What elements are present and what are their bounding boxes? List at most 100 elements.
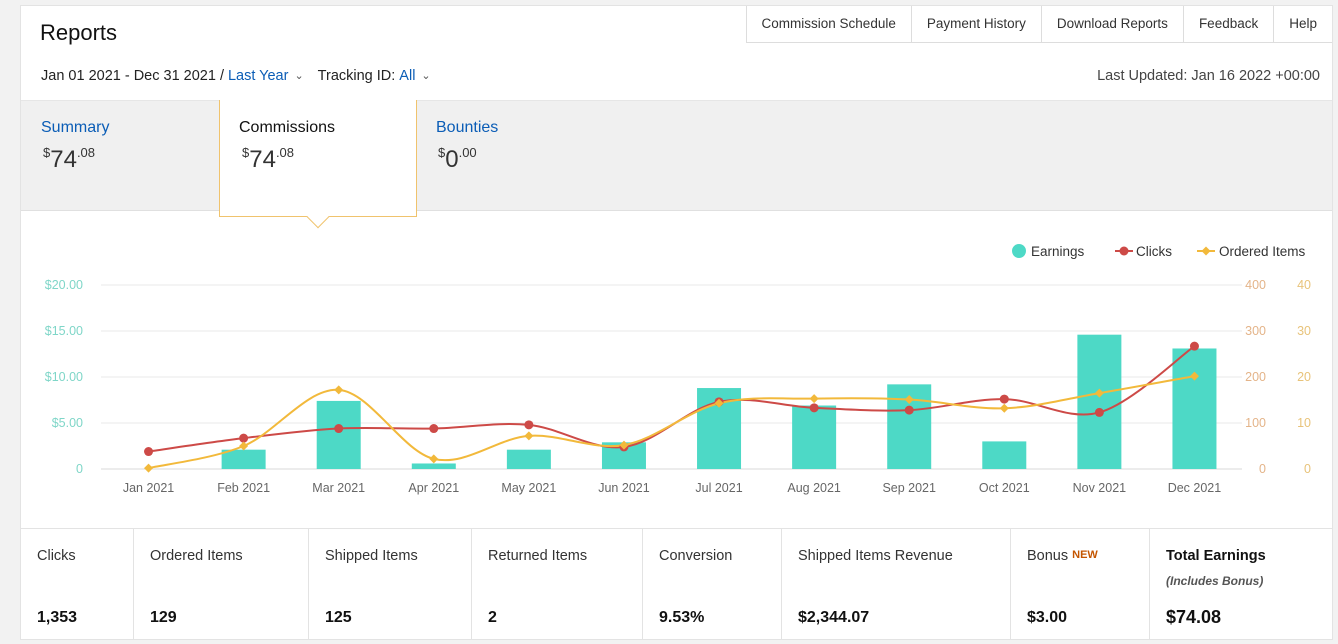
clicks-point: [809, 403, 819, 413]
stat-label: Clicks: [37, 548, 76, 564]
clicks-point: [144, 447, 154, 457]
report-tabs: Summary $74.08 Commissions $74.08 Bounti…: [21, 100, 1332, 229]
tracking-id-value: All: [399, 68, 416, 84]
right-axis-1-tick: 400: [1245, 278, 1266, 292]
left-axis-tick: $5.00: [52, 416, 83, 430]
earnings-bar: [316, 400, 361, 469]
x-axis-tick: Oct 2021: [979, 481, 1030, 495]
stat-conversion: Conversion 9.53%: [643, 529, 782, 640]
right-axis-1-tick: 0: [1259, 462, 1266, 476]
stat-label: Returned Items: [488, 548, 588, 564]
x-axis-tick: Jan 2021: [123, 481, 174, 495]
tab-commissions-amount: $74.08: [242, 145, 294, 174]
ordered-items-point: [429, 454, 439, 464]
stat-value: 2: [488, 609, 497, 626]
ordered-items-point: [239, 441, 249, 451]
clicks-point: [999, 394, 1009, 404]
right-axis-2-tick: 0: [1304, 462, 1311, 476]
stat-label: Shipped Items Revenue: [798, 548, 953, 564]
amount-whole: 0: [445, 146, 459, 173]
clicks-point: [1189, 341, 1199, 351]
stat-label: Ordered Items: [150, 548, 243, 564]
legend-clicks-label: Clicks: [1136, 244, 1172, 259]
clicks-point: [904, 405, 914, 415]
stat-shipped-items: Shipped Items 125: [309, 529, 472, 640]
stat-returned-items: Returned Items 2: [472, 529, 643, 640]
earnings-bar: [792, 405, 837, 469]
right-axis-1-tick: 100: [1245, 416, 1266, 430]
amount-cents: .08: [76, 145, 96, 160]
bonus-label: Bonus: [1027, 548, 1069, 564]
last-updated: Last Updated: Jan 16 2022 +00:00: [1097, 68, 1320, 84]
earnings-bar: [1172, 348, 1217, 469]
x-axis-tick: Apr 2021: [408, 481, 459, 495]
tracking-id-label: Tracking ID:: [317, 68, 396, 84]
right-axis-1-tick: 300: [1245, 324, 1266, 338]
stat-label: Shipped Items: [325, 548, 418, 564]
right-axis-2-tick: 40: [1297, 278, 1311, 292]
top-navigation: Commission Schedule Payment History Down…: [745, 6, 1332, 43]
earnings-bar: [221, 449, 266, 469]
ordered-items-point: [1094, 388, 1104, 398]
earnings-bar: [506, 449, 551, 469]
amount-cents: .08: [275, 145, 295, 160]
x-axis-tick: Jul 2021: [695, 481, 742, 495]
stat-sublabel: (Includes Bonus): [1166, 574, 1264, 588]
tab-summary[interactable]: Summary $74.08: [21, 101, 219, 212]
date-range: Jan 01 2021 - Dec 31 2021: [41, 68, 216, 84]
reports-panel: Reports Commission Schedule Payment Hist…: [20, 5, 1333, 640]
currency-symbol: $: [43, 145, 51, 160]
x-axis-tick: Sep 2021: [882, 481, 936, 495]
clicks-point: [524, 420, 534, 430]
payment-history-link[interactable]: Payment History: [911, 6, 1042, 42]
stat-label: Conversion: [659, 548, 733, 564]
tab-bounties[interactable]: Bounties $0.00: [417, 101, 615, 212]
commission-schedule-link[interactable]: Commission Schedule: [746, 6, 912, 42]
ordered-items-point: [1189, 371, 1199, 381]
tracking-id-dropdown[interactable]: All ⌄: [399, 68, 434, 84]
chevron-down-icon: ⌄: [294, 70, 304, 82]
stat-value: 9.53%: [659, 609, 705, 626]
left-axis-tick: $20.00: [45, 278, 83, 292]
download-reports-link[interactable]: Download Reports: [1041, 6, 1184, 42]
legend-ordered-icon: [1201, 246, 1211, 256]
legend-clicks-icon: [1119, 246, 1129, 256]
currency-symbol: $: [242, 145, 250, 160]
left-axis-tick: $15.00: [45, 324, 83, 338]
ordered-items-point: [714, 398, 724, 408]
left-axis-tick: $10.00: [45, 370, 83, 384]
x-axis-tick: Jun 2021: [598, 481, 649, 495]
feedback-link[interactable]: Feedback: [1183, 6, 1275, 42]
ordered-items-point: [619, 440, 629, 450]
stat-clicks: Clicks 1,353: [21, 529, 134, 640]
period-label: Last Year: [227, 68, 289, 84]
stat-bonus: Bonus NEW $3.00: [1011, 529, 1150, 640]
earnings-bar: [1077, 334, 1122, 469]
earnings-chart: 0 $5.00 $10.00 $15.00 $20.00 0 100 200 300 400 0 10…: [45, 244, 1311, 495]
right-axis-1-tick: 200: [1245, 370, 1266, 384]
right-axis-2-tick: 30: [1297, 324, 1311, 338]
ordered-items-point: [334, 385, 344, 395]
legend-earnings-label: Earnings: [1031, 244, 1085, 259]
help-link[interactable]: Help: [1274, 6, 1332, 42]
tab-bounties-label: Bounties: [436, 119, 499, 136]
x-axis-tick: Nov 2021: [1073, 481, 1127, 495]
period-dropdown[interactable]: Last Year ⌄: [228, 68, 308, 84]
right-axis-2-tick: 10: [1297, 416, 1311, 430]
stat-value: 129: [150, 609, 177, 626]
earnings-bar: [411, 463, 456, 469]
stat-shipped-revenue: Shipped Items Revenue $2,344.07: [782, 529, 1011, 640]
tab-commissions[interactable]: Commissions $74.08: [219, 100, 417, 229]
x-axis-tick: May 2021: [501, 481, 556, 495]
amount-whole: 74: [50, 146, 77, 173]
x-axis-tick: Feb 2021: [217, 481, 270, 495]
earnings-bar: [982, 441, 1027, 469]
legend-earnings-icon: [1012, 244, 1026, 258]
date-separator: /: [219, 68, 224, 84]
ordered-items-point: [524, 431, 534, 441]
left-axis-tick: 0: [76, 462, 83, 476]
stat-value: $74.08: [1166, 607, 1222, 627]
clicks-point: [1094, 407, 1104, 417]
tab-commissions-label: Commissions: [239, 119, 336, 136]
stat-value: $3.00: [1027, 609, 1068, 626]
